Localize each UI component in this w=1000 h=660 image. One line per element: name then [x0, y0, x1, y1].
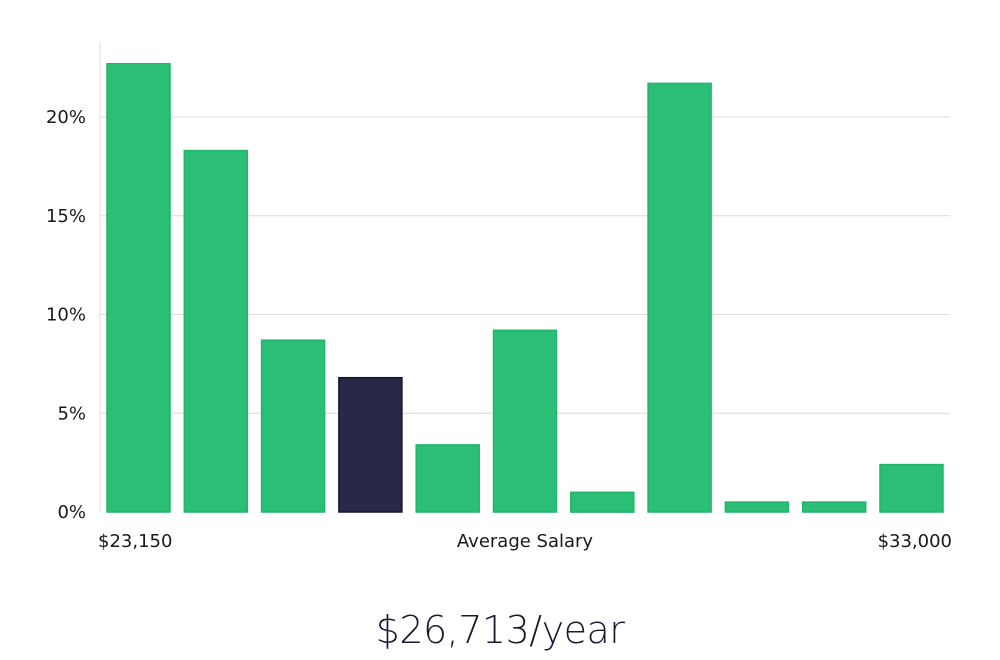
y-tick-label: 5%	[57, 403, 86, 424]
y-tick-labels: 0% 5% 10% 15% 20%	[46, 107, 86, 523]
bar	[647, 82, 712, 513]
bar	[106, 62, 171, 513]
bar	[492, 329, 558, 513]
salary-histogram: 0% 5% 10% 15% 20% $23,150 Average Salary $33…	[46, 42, 952, 552]
bar	[801, 501, 867, 513]
y-tick-label: 10%	[46, 305, 86, 326]
y-tick-label: 0%	[57, 502, 86, 523]
y-tick-label: 15%	[46, 206, 86, 227]
average-salary-value: $26,713/year	[375, 608, 625, 652]
bar	[183, 149, 249, 513]
bar-highlighted	[338, 376, 403, 513]
x-axis-title: Average Salary	[457, 531, 594, 552]
bar	[570, 491, 635, 513]
bars	[106, 62, 944, 513]
bar	[415, 444, 480, 513]
bar	[724, 501, 790, 513]
bar	[260, 339, 326, 513]
x-start-label: $23,150	[98, 531, 172, 552]
x-end-label: $33,000	[878, 531, 952, 552]
bar	[879, 463, 944, 513]
y-tick-label: 20%	[46, 107, 86, 128]
x-axis-labels: $23,150 Average Salary $33,000	[98, 531, 952, 552]
